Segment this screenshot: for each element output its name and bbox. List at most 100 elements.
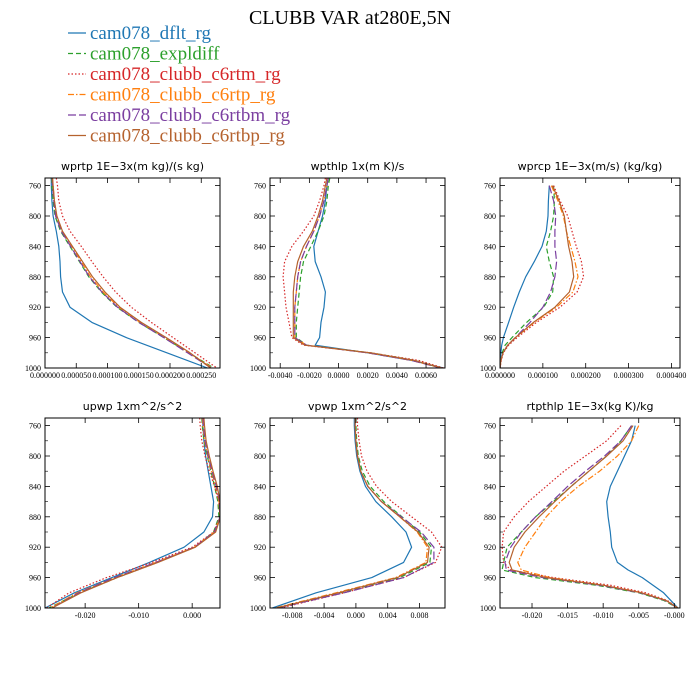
series-group bbox=[501, 425, 679, 608]
series-line-1 bbox=[313, 178, 444, 368]
y-tick-label: 1000 bbox=[25, 604, 41, 613]
x-tick-label: 0.000 bbox=[183, 611, 201, 620]
panel-3: wprcp 1E−3x(m/s) (kg/kg) 760 800 840 880 920 9… bbox=[480, 160, 686, 380]
x-tick-label: -0.000 bbox=[664, 611, 685, 620]
y-tick-label: 960 bbox=[484, 574, 496, 583]
legend-entry: cam078_clubb_c6rtbm_rg bbox=[68, 105, 291, 126]
y-tick-label: 920 bbox=[29, 303, 41, 312]
y-tick-label: 880 bbox=[254, 273, 266, 282]
y-tick-label: 880 bbox=[29, 273, 41, 282]
x-tick-label: 0.000400 bbox=[656, 371, 686, 380]
y-tick-label: 760 bbox=[29, 422, 41, 431]
series-line-3 bbox=[501, 425, 679, 608]
x-tick-label: 0.000100 bbox=[93, 371, 123, 380]
x-tick-label: 0.000000 bbox=[485, 371, 515, 380]
x-tick-label: -0.005 bbox=[628, 611, 649, 620]
y-tick-label: 840 bbox=[29, 482, 41, 491]
legend-entry: cam078_clubb_c6rtbp_rg bbox=[68, 126, 285, 147]
panel-title: wprcp 1E−3x(m/s) (kg/kg) bbox=[518, 160, 663, 173]
series-line-1 bbox=[272, 418, 413, 608]
panel-2: wpthlp 1x(m K)/s7608008408809209601000-0… bbox=[250, 160, 446, 380]
y-tick-label: 760 bbox=[254, 182, 266, 191]
series-group bbox=[282, 178, 444, 368]
y-tick-label: 960 bbox=[29, 334, 41, 343]
y-tick-label: 800 bbox=[484, 452, 496, 461]
series-line-6 bbox=[51, 418, 220, 608]
series-line-5 bbox=[51, 178, 212, 368]
series-group bbox=[272, 418, 443, 608]
y-tick-label: 1000 bbox=[25, 364, 41, 373]
panel-6: rtpthlp 1E−3x(kg K)/kg 760 800 840 880 920 960… bbox=[480, 400, 685, 620]
series-line-6 bbox=[276, 418, 430, 608]
y-tick-label: 840 bbox=[484, 482, 496, 491]
x-tick-label: 0.000000 bbox=[30, 371, 60, 380]
x-tick-label: 0.000200 bbox=[155, 371, 185, 380]
series-line-4 bbox=[517, 425, 679, 608]
y-tick-label: 1000 bbox=[250, 604, 266, 613]
y-tick-label: 920 bbox=[484, 543, 496, 552]
panel-5: vpwp 1xm^2/s^2 760 800 840 880 920 960 1000 -0.0… bbox=[250, 400, 446, 620]
figure-title: CLUBB VAR at280E,5N bbox=[249, 7, 451, 29]
x-tick-label: 0.000 bbox=[347, 611, 365, 620]
y-tick-label: 1000 bbox=[480, 604, 496, 613]
x-tick-label: 0.000050 bbox=[61, 371, 91, 380]
plot-frame bbox=[269, 417, 446, 609]
y-tick-label: 920 bbox=[484, 303, 496, 312]
series-line-1 bbox=[50, 178, 208, 368]
x-tick-label: 0.000300 bbox=[614, 371, 644, 380]
x-tick-label: 0.004 bbox=[379, 611, 397, 620]
x-tick-label: 0.000250 bbox=[186, 371, 216, 380]
y-tick-label: 760 bbox=[29, 182, 41, 191]
y-tick-label: 880 bbox=[254, 513, 266, 522]
legend-label: cam078_clubb_c6rtp_rg bbox=[90, 85, 276, 106]
plot-frame bbox=[269, 177, 446, 369]
plot-frame bbox=[499, 417, 681, 609]
y-tick-label: 800 bbox=[254, 212, 266, 221]
x-tick-label: -0.010 bbox=[128, 611, 149, 620]
series-group bbox=[500, 185, 585, 368]
series-line-5 bbox=[294, 178, 441, 368]
x-tick-label: -0.010 bbox=[593, 611, 614, 620]
series-line-2 bbox=[48, 418, 220, 608]
series-line-3 bbox=[46, 418, 220, 608]
x-tick-label: -0.004 bbox=[314, 611, 335, 620]
y-tick-label: 920 bbox=[254, 303, 266, 312]
panel-title: rtpthlp 1E−3x(kg K)/kg bbox=[526, 400, 653, 413]
y-tick-label: 840 bbox=[29, 242, 41, 251]
panel-title: vpwp 1xm^2/s^2 bbox=[308, 400, 407, 413]
x-tick-label: 0.0020 bbox=[357, 371, 379, 380]
x-tick-label: -0.0020 bbox=[297, 371, 322, 380]
legend-entry: cam078_expldiff bbox=[68, 44, 220, 65]
series-line-2 bbox=[501, 425, 679, 608]
y-tick-label: 960 bbox=[484, 334, 496, 343]
y-tick-label: 1000 bbox=[480, 364, 496, 373]
x-tick-label: 0.0000 bbox=[328, 371, 350, 380]
series-line-3 bbox=[55, 178, 218, 368]
series-line-1 bbox=[606, 425, 679, 608]
plot-frame bbox=[44, 177, 221, 369]
legend-label: cam078_expldiff bbox=[90, 44, 220, 65]
legend-label: cam078_clubb_c6rtbm_rg bbox=[90, 105, 291, 126]
y-tick-label: 880 bbox=[484, 513, 496, 522]
y-tick-label: 920 bbox=[29, 543, 41, 552]
x-tick-label: 0.000100 bbox=[528, 371, 558, 380]
y-tick-label: 920 bbox=[254, 543, 266, 552]
legend-entry: cam078_clubb_c6rtm_rg bbox=[68, 64, 281, 85]
legend-label: cam078_clubb_c6rtbp_rg bbox=[90, 126, 285, 147]
y-tick-label: 760 bbox=[484, 422, 496, 431]
panel-title: wprtp 1E−3x(m kg)/(s kg) bbox=[61, 160, 204, 173]
x-tick-label: -0.015 bbox=[557, 611, 578, 620]
panels: wprtp 1E−3x(m kg)/(s kg) 760 800 840 880 920 9… bbox=[25, 160, 686, 620]
legend-entry: cam078_dflt_rg bbox=[68, 23, 212, 44]
series-line-6 bbox=[292, 178, 443, 368]
series-line-2 bbox=[276, 418, 433, 608]
y-tick-label: 1000 bbox=[250, 364, 266, 373]
plot-frame bbox=[499, 177, 681, 369]
series-line-4 bbox=[274, 418, 429, 608]
series-line-3 bbox=[282, 178, 444, 368]
y-tick-label: 800 bbox=[29, 452, 41, 461]
x-tick-label: 0.000200 bbox=[571, 371, 601, 380]
x-tick-label: 0.0060 bbox=[415, 371, 437, 380]
y-tick-label: 960 bbox=[254, 574, 266, 583]
